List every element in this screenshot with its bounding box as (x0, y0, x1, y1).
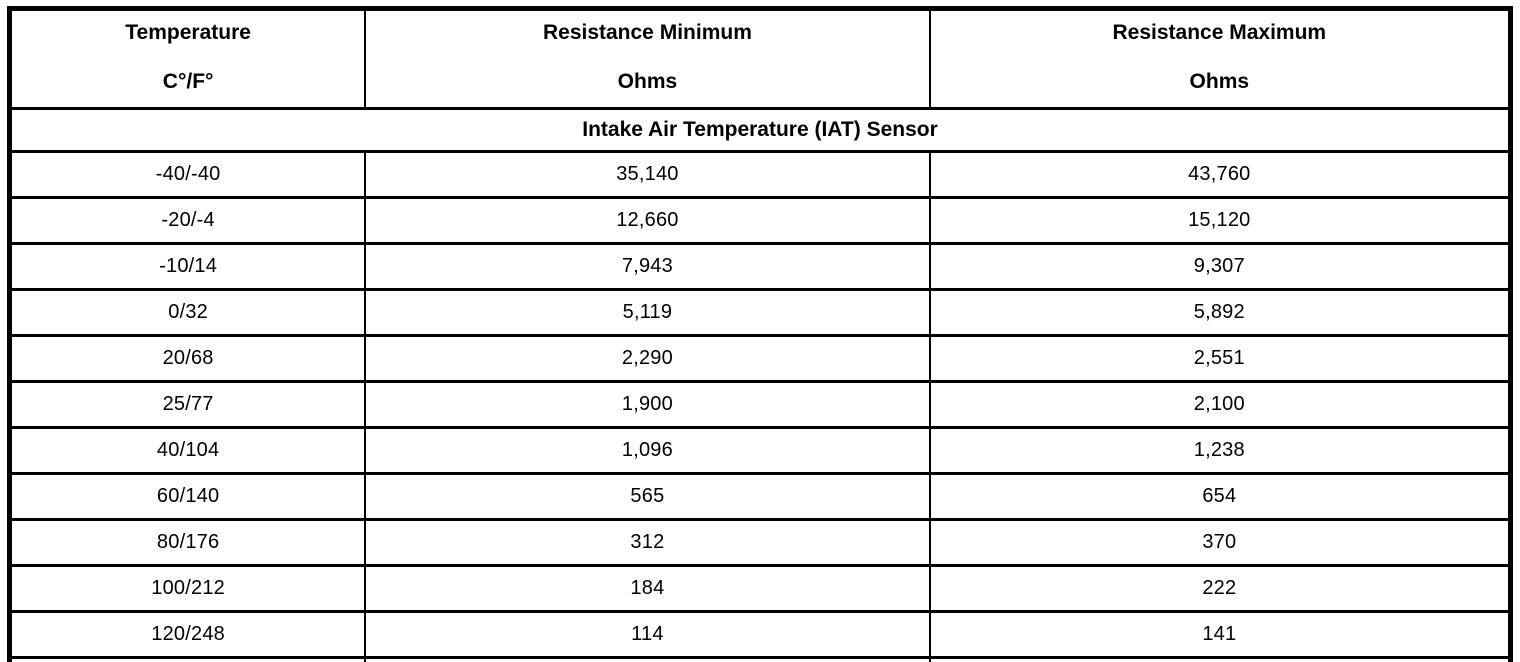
table-row: 140/2847493 (8, 656, 1512, 662)
column-header-resistance-maximum: Resistance Maximum Ohms (928, 7, 1512, 110)
column-header-resistance-minimum: Resistance Minimum Ohms (364, 7, 931, 110)
cell-resistance-max: 2,100 (928, 380, 1512, 429)
cell-resistance-max: 93 (928, 656, 1512, 662)
cell-resistance-max: 1,238 (928, 426, 1512, 475)
cell-temperature: 60/140 (8, 472, 367, 521)
cell-temperature: -10/14 (8, 242, 367, 291)
column-subtitle: Ohms (617, 70, 678, 93)
cell-resistance-max: 370 (928, 518, 1512, 567)
iat-sensor-resistance-table: Temperature C°/F° Resistance Minimum Ohm… (7, 6, 1513, 662)
cell-temperature: 140/284 (8, 656, 367, 662)
table-body: -40/-40 35,140 43,760 -20/-4 12,660 15,120 -10… (8, 150, 1512, 662)
table-row: 20/68 2,290 2,551 (8, 334, 1512, 383)
cell-resistance-max: 654 (928, 472, 1512, 521)
cell-temperature: 120/248 (8, 610, 367, 659)
cell-resistance-min: 5,119 (364, 288, 931, 337)
cell-resistance-min: 12,660 (364, 196, 931, 245)
cell-temperature: 100/212 (8, 564, 367, 613)
column-header-temperature: Temperature C°/F° (8, 7, 367, 110)
table-row: -10/14 7,943 9,307 (8, 242, 1512, 291)
cell-resistance-min: 565 (364, 472, 931, 521)
table-header-row: Temperature C°/F° Resistance Minimum Ohm… (8, 7, 1512, 110)
column-title: Resistance Minimum (542, 21, 752, 44)
table-row: 25/77 1,900 2,100 (8, 380, 1512, 429)
cell-resistance-max: 15,120 (928, 196, 1512, 245)
table-row: 100/212 184 222 (8, 564, 1512, 613)
cell-resistance-min: 2,290 (364, 334, 931, 383)
table-row: 60/140 565 654 (8, 472, 1512, 521)
table-row: 80/176 312 370 (8, 518, 1512, 567)
table-row: -20/-4 12,660 15,120 (8, 196, 1512, 245)
table-row: -40/-40 35,140 43,760 (8, 150, 1512, 199)
cell-temperature: 25/77 (8, 380, 367, 429)
cell-resistance-min: 114 (364, 610, 931, 659)
column-subtitle: C°/F° (162, 70, 214, 93)
cell-resistance-min: 74 (364, 656, 931, 662)
table-row: 40/104 1,096 1,238 (8, 426, 1512, 475)
column-title: Temperature (125, 21, 251, 44)
table-row: 120/248 114 141 (8, 610, 1512, 659)
cell-temperature: 80/176 (8, 518, 367, 567)
cell-resistance-min: 7,943 (364, 242, 931, 291)
cell-resistance-max: 5,892 (928, 288, 1512, 337)
cell-temperature: 0/32 (8, 288, 367, 337)
cell-resistance-max: 141 (928, 610, 1512, 659)
cell-resistance-min: 1,096 (364, 426, 931, 475)
table-row: 0/32 5,119 5,892 (8, 288, 1512, 337)
cell-resistance-min: 35,140 (364, 150, 931, 199)
cell-temperature: -20/-4 (8, 196, 367, 245)
cell-resistance-max: 222 (928, 564, 1512, 613)
cell-temperature: 40/104 (8, 426, 367, 475)
column-title: Resistance Maximum (1112, 21, 1327, 44)
cell-resistance-min: 184 (364, 564, 931, 613)
cell-resistance-max: 2,551 (928, 334, 1512, 383)
cell-resistance-min: 312 (364, 518, 931, 567)
cell-temperature: -40/-40 (8, 150, 367, 199)
table-section-row: Intake Air Temperature (IAT) Sensor (8, 107, 1512, 153)
column-subtitle: Ohms (1189, 70, 1250, 93)
section-title: Intake Air Temperature (IAT) Sensor (8, 107, 1512, 153)
cell-resistance-max: 9,307 (928, 242, 1512, 291)
cell-resistance-min: 1,900 (364, 380, 931, 429)
cell-resistance-max: 43,760 (928, 150, 1512, 199)
cell-temperature: 20/68 (8, 334, 367, 383)
